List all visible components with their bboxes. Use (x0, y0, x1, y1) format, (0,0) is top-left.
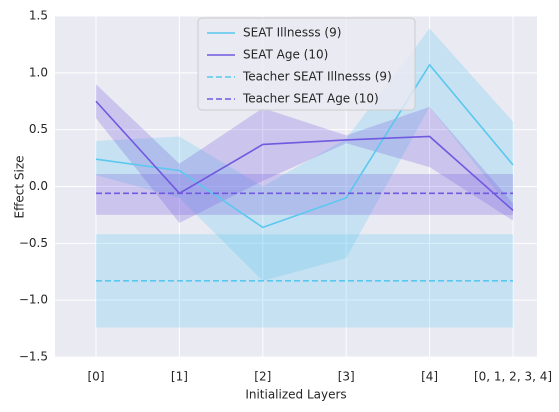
y-tick-label: 1.0 (29, 65, 48, 79)
y-tick-label: −0.5 (19, 236, 48, 250)
y-axis-label: Effect Size (13, 156, 27, 219)
y-tick-label: 0.0 (29, 179, 48, 193)
y-tick-label: −1.0 (19, 293, 48, 307)
y-tick-label: 1.5 (29, 9, 48, 23)
y-tick-label: 0.5 (29, 122, 48, 136)
x-tick-label: [0, 1, 2, 3, 4] (474, 370, 552, 384)
series-line (95, 63, 514, 229)
series-line (95, 100, 514, 211)
legend-box (197, 17, 416, 111)
legend-label: SEAT Illnesss (9) (243, 26, 341, 40)
legend-label: Teacher SEAT Illnesss (9) (242, 70, 392, 84)
x-tick-label: [4] (421, 370, 438, 384)
legend-label: Teacher SEAT Age (10) (242, 92, 379, 106)
x-tick-label: [2] (254, 370, 271, 384)
confidence-band (96, 84, 513, 223)
confidence-band (96, 173, 513, 215)
x-tick-label: [1] (171, 370, 188, 384)
x-tick-label: [0] (88, 370, 105, 384)
x-tick-label: [3] (338, 370, 355, 384)
x-axis-label: Initialized Layers (245, 388, 346, 402)
y-tick-label: −1.5 (19, 350, 48, 364)
legend-label: SEAT Age (10) (243, 48, 328, 62)
